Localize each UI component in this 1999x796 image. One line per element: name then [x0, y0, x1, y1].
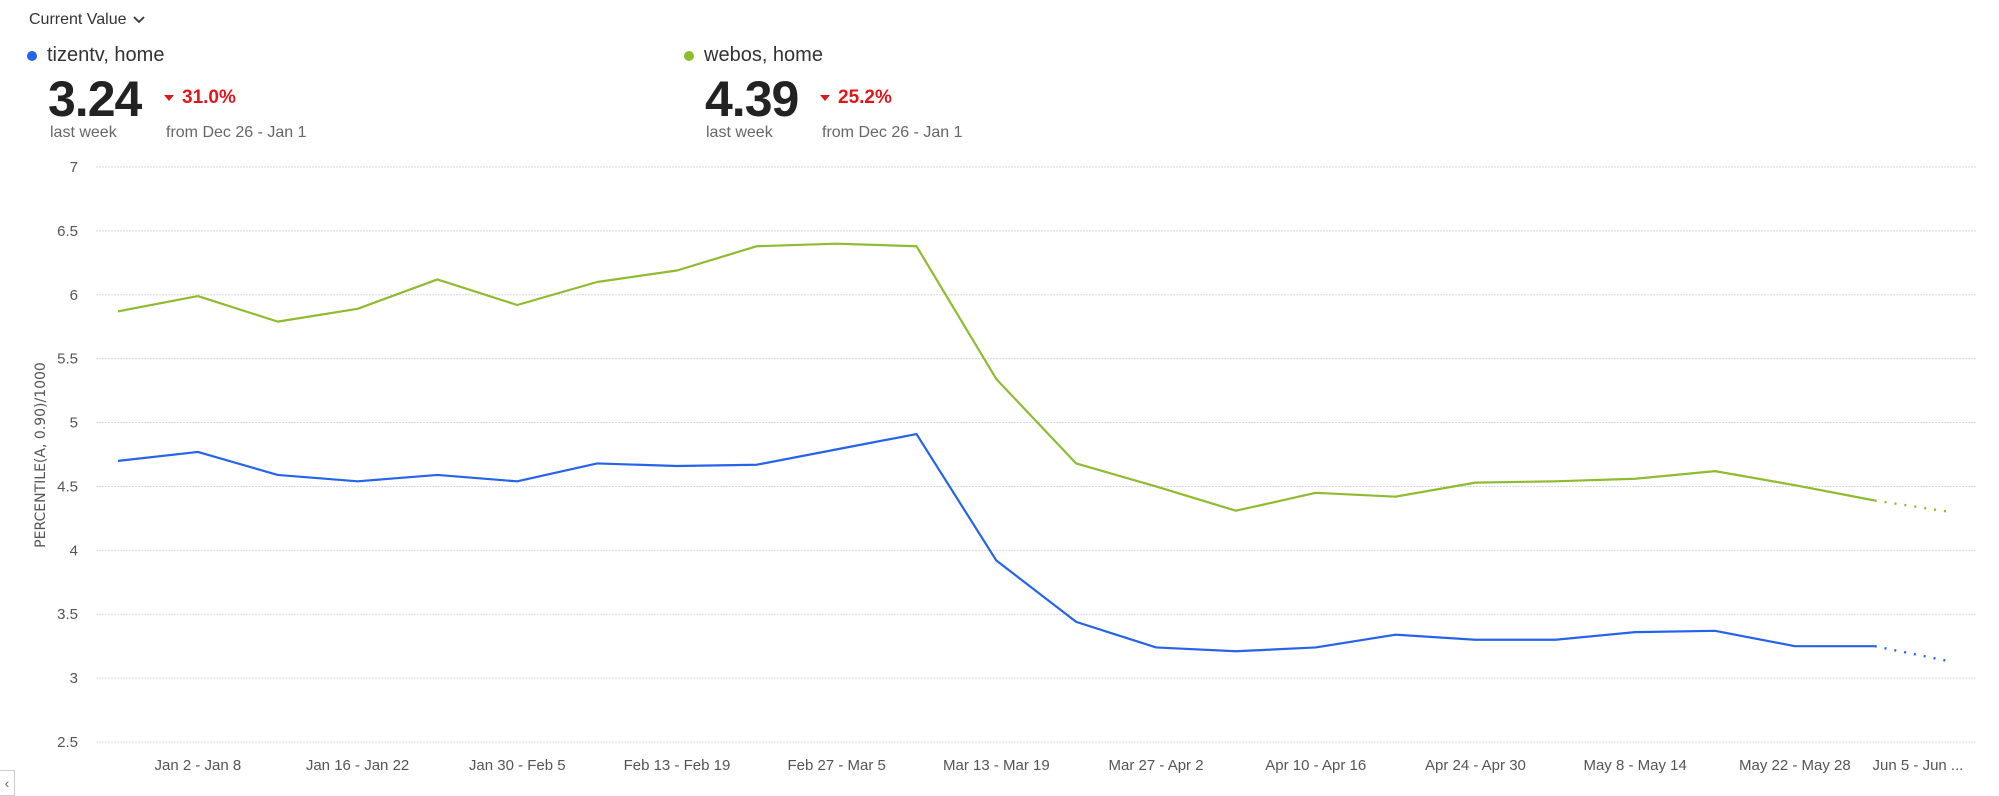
y-tick-label: 3 — [70, 670, 78, 687]
legend-item-webos[interactable]: webos, home — [684, 44, 823, 67]
series-color-dot — [684, 50, 694, 61]
y-tick-label: 3.5 — [57, 606, 78, 623]
change-value: 25.2% — [838, 87, 892, 108]
legend-label: tizentv, home — [47, 44, 165, 66]
x-tick-label: Feb 13 - Feb 19 — [624, 757, 731, 774]
series-line-0[interactable] — [117, 432, 1875, 653]
value-caption: last week — [50, 124, 117, 141]
x-tick-label: Apr 10 - Apr 16 — [1265, 757, 1366, 774]
scroll-left-button[interactable]: ‹ — [0, 770, 15, 796]
x-tick-label: May 22 - May 28 — [1739, 757, 1851, 774]
legend-item-tizentv[interactable]: tizentv, home — [27, 44, 164, 67]
x-tick-label: Apr 24 - Apr 30 — [1425, 757, 1526, 774]
x-tick-label: Jun 5 - Jun ... — [1873, 757, 1964, 774]
current-value-tizentv: 3.24 — [48, 71, 142, 127]
legend-label: webos, home — [704, 44, 823, 66]
change-value: 31.0% — [182, 87, 236, 108]
change-caption: from Dec 26 - Jan 1 — [822, 124, 963, 141]
y-tick-label: 6.5 — [57, 223, 78, 240]
x-tick-label: Jan 30 - Feb 5 — [469, 757, 566, 774]
series-projection-1 — [1874, 499, 1951, 514]
chevron-down-icon — [132, 16, 145, 24]
value-caption: last week — [706, 124, 773, 141]
y-tick-label: 5.5 — [57, 351, 78, 368]
x-tick-label: Mar 27 - Apr 2 — [1109, 757, 1204, 774]
y-axis-label: PERCENTILE(A, 0.90)/1000 — [33, 362, 49, 548]
change-webos: 25.2% — [820, 87, 892, 109]
y-tick-label: 6 — [70, 287, 78, 304]
down-arrow-icon — [164, 95, 174, 102]
y-tick-label: 7 — [70, 159, 78, 176]
metric-select-label: Current Value — [29, 11, 127, 28]
current-value-webos: 4.39 — [705, 71, 799, 127]
y-tick-label: 5 — [70, 415, 78, 432]
y-tick-label: 4 — [70, 542, 78, 559]
x-tick-label: Jan 16 - Jan 22 — [306, 757, 409, 774]
down-arrow-icon — [820, 95, 830, 102]
y-tick-label: 4.5 — [57, 478, 78, 495]
series-color-dot — [27, 50, 37, 61]
metric-select-dropdown[interactable]: Current Value — [29, 11, 145, 29]
x-tick-label: Feb 27 - Mar 5 — [787, 757, 885, 774]
x-tick-label: Jan 2 - Jan 8 — [154, 757, 241, 774]
change-tizentv: 31.0% — [164, 87, 236, 109]
x-tick-label: May 8 - May 14 — [1583, 757, 1686, 774]
y-tick-label: 2.5 — [57, 734, 78, 751]
series-line-1[interactable] — [117, 242, 1875, 512]
change-caption: from Dec 26 - Jan 1 — [166, 124, 307, 141]
series-projection-0 — [1874, 644, 1951, 663]
x-tick-label: Mar 13 - Mar 19 — [943, 757, 1050, 774]
